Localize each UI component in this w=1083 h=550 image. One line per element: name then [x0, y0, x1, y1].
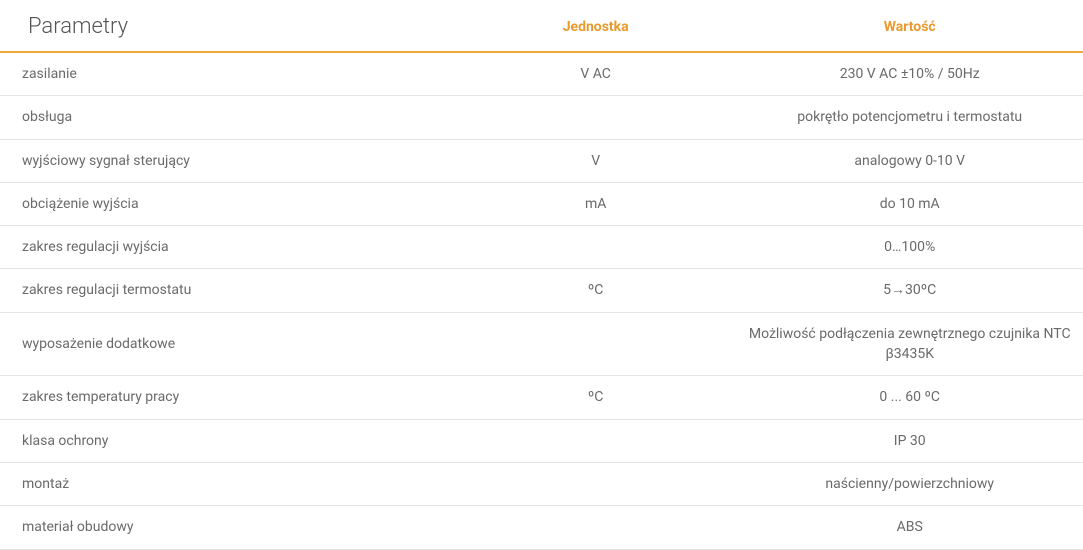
table-header-row: Parametry Jednostka Wartość [0, 0, 1083, 52]
param-cell: zakres regulacji wyjścia [0, 226, 455, 269]
param-cell: klasa ochrony [0, 419, 455, 462]
unit-cell [455, 462, 737, 505]
value-cell: 230 V AC ±10% / 50Hz [736, 52, 1083, 96]
value-cell: 0 ... 60 ºC [736, 376, 1083, 419]
unit-cell: ºC [455, 269, 737, 312]
param-cell: zasilanie [0, 52, 455, 96]
value-cell: naścienny/powierzchniowy [736, 462, 1083, 505]
unit-cell: V AC [455, 52, 737, 96]
table-row: zakres regulacji wyjścia 0…100% [0, 226, 1083, 269]
value-cell: 0…100% [736, 226, 1083, 269]
header-unit: Jednostka [455, 0, 737, 52]
unit-cell [455, 312, 737, 376]
header-param: Parametry [0, 0, 455, 52]
unit-cell [455, 419, 737, 462]
unit-cell: V [455, 139, 737, 182]
table-row: wyposażenie dodatkowe Możliwość podłączen… [0, 312, 1083, 376]
value-cell: 5→30ºC [736, 269, 1083, 312]
table-row: wyjściowy sygnał sterującyVanalogowy 0-1… [0, 139, 1083, 182]
value-cell: analogowy 0-10 V [736, 139, 1083, 182]
param-cell: obsługa [0, 96, 455, 139]
unit-cell: mA [455, 182, 737, 225]
param-cell: materiał obudowy [0, 506, 455, 549]
table-row: zakres regulacji termostatuºC5→30ºC [0, 269, 1083, 312]
unit-cell [455, 226, 737, 269]
unit-cell [455, 506, 737, 549]
table-row: obsługa pokrętło potencjometru i termosta… [0, 96, 1083, 139]
unit-cell: ºC [455, 376, 737, 419]
value-cell: do 10 mA [736, 182, 1083, 225]
param-cell: zakres regulacji termostatu [0, 269, 455, 312]
value-cell: Możliwość podłączenia zewnętrznego czujn… [736, 312, 1083, 376]
unit-cell [455, 96, 737, 139]
value-cell: ABS [736, 506, 1083, 549]
table-row: montaż naścienny/powierzchniowy [0, 462, 1083, 505]
parameters-table: Parametry Jednostka Wartość zasilanieV A… [0, 0, 1083, 550]
param-cell: wyjściowy sygnał sterujący [0, 139, 455, 182]
table-body: zasilanieV AC230 V AC ±10% / 50Hzobsługa… [0, 52, 1083, 549]
table-row: zakres temperatury pracyºC0 ... 60 ºC [0, 376, 1083, 419]
param-cell: obciążenie wyjścia [0, 182, 455, 225]
value-cell: IP 30 [736, 419, 1083, 462]
param-cell: wyposażenie dodatkowe [0, 312, 455, 376]
table-row: zasilanieV AC230 V AC ±10% / 50Hz [0, 52, 1083, 96]
param-cell: montaż [0, 462, 455, 505]
header-value: Wartość [736, 0, 1083, 52]
table-row: klasa ochrony IP 30 [0, 419, 1083, 462]
param-cell: zakres temperatury pracy [0, 376, 455, 419]
table-row: materiał obudowy ABS [0, 506, 1083, 549]
value-cell: pokrętło potencjometru i termostatu [736, 96, 1083, 139]
table-row: obciążenie wyjściamAdo 10 mA [0, 182, 1083, 225]
